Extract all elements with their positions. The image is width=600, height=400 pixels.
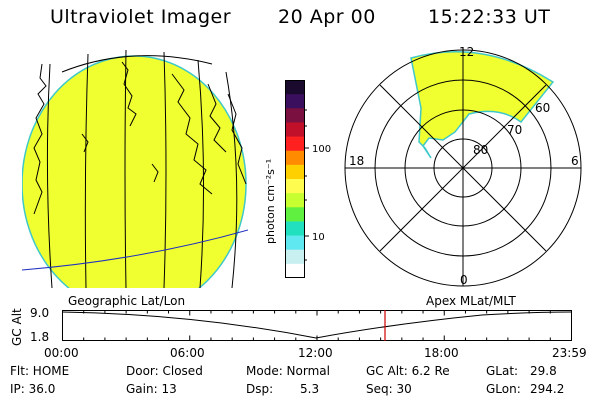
dsp-label: Dsp:	[246, 382, 274, 396]
glat-value: 29.8	[530, 364, 557, 378]
timeline-y-tick-high: 9.0	[30, 306, 50, 320]
glat-label: GLat:	[486, 364, 519, 378]
glon-value: 294.2	[530, 382, 565, 396]
sequence-status: Seq: 30	[366, 382, 412, 396]
dsp-value: 5.3	[300, 382, 320, 396]
ip-status: IP: 36.0	[10, 382, 56, 396]
equator-line	[22, 229, 248, 271]
timeline-x-tick-1800: 18:00	[424, 346, 459, 360]
glon-label: GLon:	[486, 382, 521, 396]
colorbar-swatch	[285, 108, 305, 123]
polar-mlat-mlt-plot: 12 18 6 0 60 70 80	[344, 45, 582, 287]
altitude-curve	[62, 311, 573, 339]
colorbar-tick-10: 10	[312, 232, 325, 243]
timeline-x-tick-0600: 06:00	[170, 346, 205, 360]
mlt-label-0: 0	[460, 273, 468, 287]
colorbar-swatch	[285, 221, 305, 237]
colorbar-swatch	[285, 150, 305, 166]
mlt-label-18: 18	[349, 154, 364, 168]
colorbar-swatch	[285, 193, 305, 208]
lat-label-70: 70	[507, 123, 522, 137]
lat-label-60: 60	[535, 101, 550, 115]
colorbar-swatch	[285, 263, 305, 278]
geographic-map	[22, 49, 248, 288]
colorbar-unit-label: photon cm⁻²s⁻¹	[264, 158, 277, 244]
gain-status: Gain: 13	[126, 382, 177, 396]
mlt-label-6: 6	[571, 154, 579, 168]
colorbar-swatch	[285, 94, 305, 109]
geographic-coords-label: Geographic Lat/Lon	[68, 294, 186, 308]
auroral-emission	[410, 51, 555, 159]
colorbar-tick-100: 100	[312, 144, 331, 155]
colorbar-swatch	[285, 235, 305, 251]
mode-status: Mode: Normal	[246, 364, 330, 378]
apex-coords-label: Apex MLat/MLT	[426, 294, 516, 308]
colorbar-swatch	[285, 207, 305, 222]
instrument-title: Ultraviolet Imager	[50, 6, 232, 28]
colorbar-swatch	[285, 80, 305, 95]
color-scale-ticks: 100 10	[305, 109, 331, 261]
door-status: Door: Closed	[126, 364, 203, 378]
colorbar-swatch	[285, 136, 305, 152]
timeline-x-tick-0000: 00:00	[44, 346, 79, 360]
timeline-x-tick-2359: 23:59	[552, 346, 587, 360]
colorbar-swatch	[285, 122, 305, 138]
lat-label-80: 80	[473, 143, 488, 157]
colorbar-swatch	[285, 164, 305, 180]
timeline-y-tick-low: 1.8	[30, 330, 50, 344]
time-label: 15:22:33 UT	[428, 6, 551, 28]
parallel-lines	[61, 55, 213, 73]
color-scale-bar	[285, 80, 305, 278]
emission-disk	[22, 55, 247, 288]
meridian-lines	[46, 49, 238, 288]
timeline-x-tick-1200: 12:00	[298, 346, 333, 360]
altitude-timeline	[62, 310, 573, 341]
date-label: 20 Apr 00	[278, 6, 376, 28]
mlt-label-12: 12	[459, 45, 474, 59]
colorbar-swatch	[285, 249, 305, 265]
colorbar-swatch	[285, 179, 305, 194]
flight-status: Flt: HOME	[10, 364, 70, 378]
timeline-y-axis-label: GC Alt	[10, 308, 24, 346]
coastlines	[33, 61, 247, 215]
gc-altitude-status: GC Alt: 6.2 Re	[366, 364, 450, 378]
